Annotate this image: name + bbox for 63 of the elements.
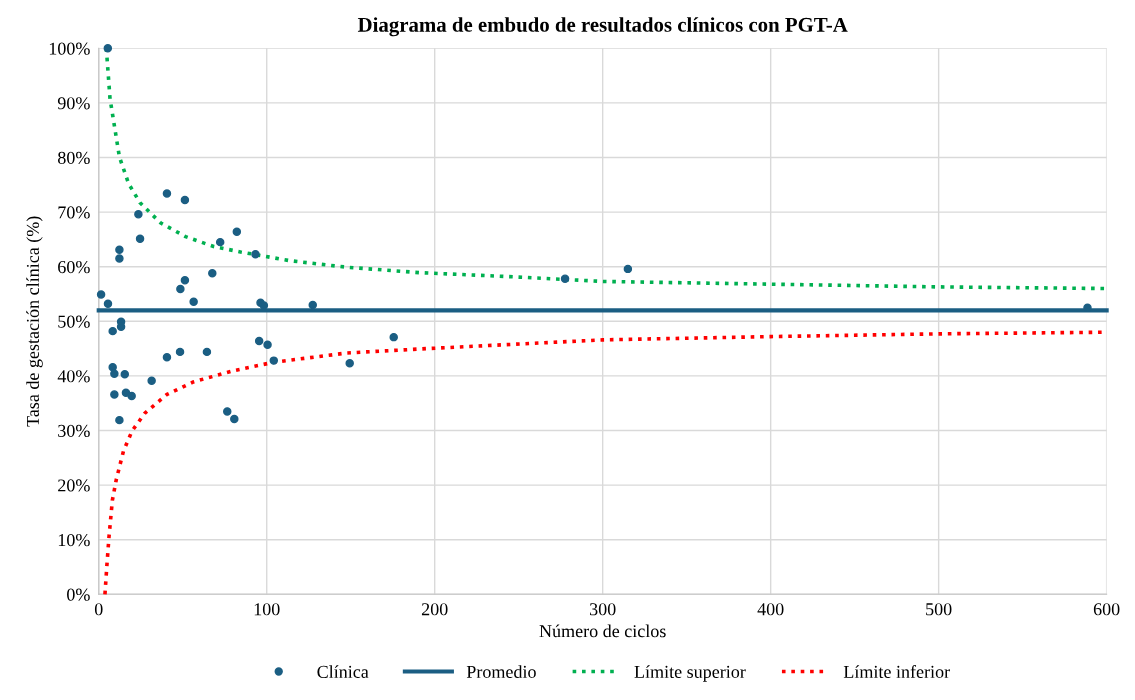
y-tick-label: 70% — [58, 206, 90, 219]
point — [115, 254, 124, 263]
point — [103, 299, 113, 309]
legend-label: Clínica — [317, 665, 369, 678]
point — [263, 340, 272, 350]
point — [254, 336, 264, 346]
y-tick-label: 100% — [49, 42, 90, 55]
x-tick-label: 600 — [1093, 603, 1120, 616]
point — [108, 362, 117, 372]
point — [103, 44, 113, 53]
point — [189, 297, 198, 306]
point — [180, 276, 190, 285]
y-tick-label: 0% — [67, 588, 90, 601]
point — [345, 359, 354, 368]
point — [115, 415, 124, 425]
point — [223, 407, 232, 416]
point — [127, 391, 136, 401]
point — [115, 245, 124, 255]
point — [251, 249, 260, 259]
x-tick-label: 100 — [254, 603, 280, 616]
y-tick-label: 30% — [58, 424, 90, 437]
legend-label: Promedio — [466, 665, 536, 678]
point — [135, 234, 145, 244]
point — [134, 210, 143, 219]
point — [202, 347, 212, 357]
point — [110, 390, 119, 399]
point — [232, 227, 242, 236]
point — [308, 300, 317, 310]
legend-label: Límite inferior — [843, 665, 950, 678]
y-tick-label: 90% — [57, 97, 90, 110]
point — [259, 301, 269, 310]
point — [215, 237, 225, 247]
point — [269, 356, 279, 365]
point — [110, 369, 119, 378]
point — [176, 284, 185, 294]
point — [230, 414, 239, 424]
x-tick-label: 0 — [94, 603, 103, 616]
point — [96, 290, 106, 299]
y-tick-label: 20% — [58, 479, 90, 492]
y-tick-label: 10% — [58, 533, 90, 547]
y-tick-label: 50% — [58, 315, 90, 328]
point — [120, 370, 130, 379]
point — [175, 347, 185, 357]
point — [560, 274, 570, 283]
x-tick-label: 200 — [421, 603, 448, 616]
chart-title: Diagrama de embudo de resultados clínicos con PGT-A — [357, 17, 848, 37]
point — [623, 264, 633, 274]
point — [180, 195, 190, 205]
point — [162, 189, 172, 198]
point — [147, 376, 156, 386]
x-axis-title: Número de ciclos — [539, 624, 666, 638]
y-axis-title: Tasa de gestación clínica (%) — [26, 216, 43, 427]
y-tick-label: 40% — [57, 370, 90, 383]
y-tick-label: 60% — [58, 260, 90, 274]
legend-label: Límite superior — [634, 665, 746, 682]
point — [162, 353, 172, 362]
x-tick-label: 400 — [757, 603, 784, 616]
point — [108, 326, 117, 336]
x-tick-label: 500 — [926, 603, 952, 616]
x-tick-label: 300 — [590, 603, 616, 616]
point — [208, 269, 217, 278]
y-tick-label: 80% — [58, 151, 90, 164]
point — [389, 332, 398, 342]
